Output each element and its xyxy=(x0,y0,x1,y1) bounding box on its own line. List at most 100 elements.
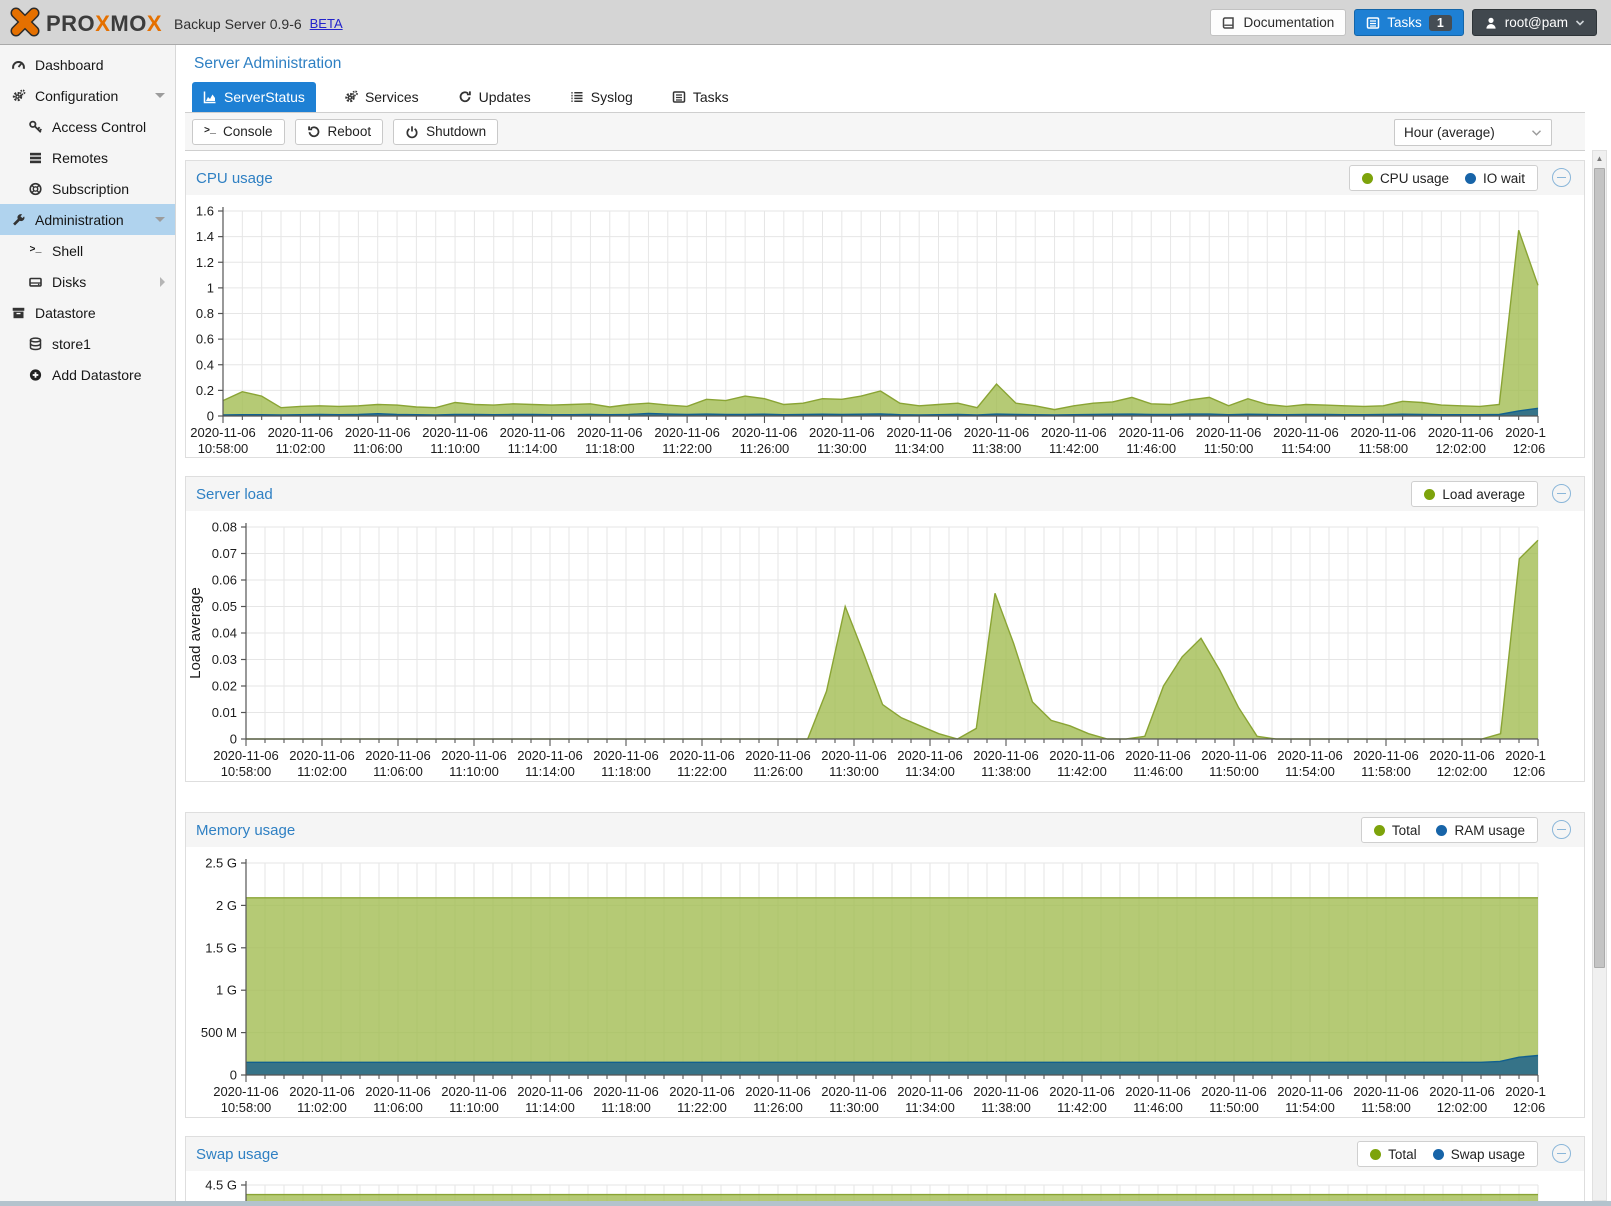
svg-text:2020-11-06: 2020-11-06 xyxy=(897,1084,963,1099)
area-chart-icon xyxy=(203,90,217,104)
svg-text:12:02:00: 12:02:00 xyxy=(1437,764,1488,779)
legend-dot-icon xyxy=(1465,173,1476,184)
svg-text:11:02:00: 11:02:00 xyxy=(297,764,347,779)
sidebar-item-access-control[interactable]: Access Control xyxy=(0,111,175,142)
expand-arrow-icon[interactable] xyxy=(155,93,165,98)
svg-text:2020-11-06: 2020-11-06 xyxy=(500,425,566,440)
proxmox-logo-icon xyxy=(10,7,40,40)
svg-text:11:30:00: 11:30:00 xyxy=(829,1100,879,1115)
reboot-button[interactable]: Reboot xyxy=(295,119,384,145)
tab-serverstatus[interactable]: ServerStatus xyxy=(192,82,316,112)
svg-text:2 G: 2 G xyxy=(216,898,237,913)
task-list-icon xyxy=(672,90,686,104)
svg-text:2020-11-06: 2020-11-06 xyxy=(593,1084,659,1099)
sidebar-item-remotes[interactable]: Remotes xyxy=(0,142,175,173)
svg-text:11:06:00: 11:06:00 xyxy=(353,441,403,456)
legend-label: Swap usage xyxy=(1451,1147,1525,1162)
tab-syslog[interactable]: Syslog xyxy=(559,82,644,112)
legend-item[interactable]: IO wait xyxy=(1465,171,1525,186)
svg-text:2020-11-06: 2020-11-06 xyxy=(213,748,279,763)
sidebar-item-disks[interactable]: Disks xyxy=(0,266,175,297)
life-ring-icon xyxy=(27,182,44,196)
svg-text:0.8: 0.8 xyxy=(196,306,214,321)
legend-item[interactable]: Total xyxy=(1370,1147,1417,1162)
svg-text:2020-11-06: 2020-11-06 xyxy=(821,748,887,763)
legend-item[interactable]: RAM usage xyxy=(1436,823,1525,838)
svg-text:11:58:00: 11:58:00 xyxy=(1361,764,1411,779)
sidebar-item-configuration[interactable]: Configuration xyxy=(0,80,175,111)
beta-link[interactable]: BETA xyxy=(310,16,343,31)
svg-text:11:34:00: 11:34:00 xyxy=(905,764,955,779)
archive-box-icon xyxy=(10,306,27,320)
svg-text:1.2: 1.2 xyxy=(196,255,214,270)
svg-text:12:06:00: 12:06:00 xyxy=(1513,1100,1546,1115)
legend-label: CPU usage xyxy=(1380,171,1449,186)
svg-text:11:58:00: 11:58:00 xyxy=(1361,1100,1411,1115)
svg-text:2020-11-06: 2020-11-06 xyxy=(1505,1084,1546,1099)
sidebar-item-administration[interactable]: Administration xyxy=(0,204,175,235)
cpu-usage-panel: CPU usage CPU usageIO wait 00.20.40.60.8… xyxy=(185,160,1585,458)
svg-text:2020-11-06: 2020-11-06 xyxy=(745,748,811,763)
sidebar-item-datastore[interactable]: Datastore xyxy=(0,297,175,328)
top-bar: PROXMOX Backup Server 0.9-6 BETA Documen… xyxy=(0,0,1611,45)
chart-legend: Total RAM usage xyxy=(1361,817,1538,843)
shutdown-button[interactable]: Shutdown xyxy=(393,119,498,145)
timeframe-select[interactable]: Hour (average) xyxy=(1394,119,1552,146)
svg-text:1 G: 1 G xyxy=(216,983,237,998)
svg-text:11:38:00: 11:38:00 xyxy=(981,1100,1031,1115)
scrollbar-thumb[interactable] xyxy=(1594,168,1605,968)
scroll-up-icon[interactable]: ▲ xyxy=(1593,151,1606,166)
user-menu-button[interactable]: root@pam xyxy=(1472,9,1597,36)
svg-text:2020-11-06: 2020-11-06 xyxy=(289,1084,355,1099)
svg-text:0.04: 0.04 xyxy=(212,626,237,641)
tasks-button[interactable]: Tasks 1 xyxy=(1354,9,1463,36)
sidebar-item-dashboard[interactable]: Dashboard xyxy=(0,49,175,80)
expand-right-icon[interactable] xyxy=(160,277,165,287)
sidebar-item-add-datastore[interactable]: Add Datastore xyxy=(0,359,175,390)
collapse-panel-icon[interactable] xyxy=(1552,1144,1571,1163)
tab-updates[interactable]: Updates xyxy=(447,82,542,112)
svg-text:2020-11-06: 2020-11-06 xyxy=(190,425,256,440)
svg-text:2020-11-06: 2020-11-06 xyxy=(577,425,643,440)
svg-text:2020-11-06: 2020-11-06 xyxy=(821,1084,887,1099)
documentation-button[interactable]: Documentation xyxy=(1210,9,1346,36)
svg-text:2020-11-06: 2020-11-06 xyxy=(1353,748,1419,763)
svg-text:11:18:00: 11:18:00 xyxy=(601,1100,651,1115)
svg-text:2020-11-06: 2020-11-06 xyxy=(365,1084,431,1099)
svg-text:11:14:00: 11:14:00 xyxy=(525,1100,575,1115)
svg-text:2020-11-06: 2020-11-06 xyxy=(1049,1084,1115,1099)
sidebar-item-shell[interactable]: >_ Shell xyxy=(0,235,175,266)
sidebar-item-store1[interactable]: store1 xyxy=(0,328,175,359)
collapse-panel-icon[interactable] xyxy=(1552,820,1571,839)
expand-arrow-icon[interactable] xyxy=(155,217,165,222)
page-title: Server Administration xyxy=(185,45,1585,82)
svg-text:11:46:00: 11:46:00 xyxy=(1133,764,1183,779)
collapse-panel-icon[interactable] xyxy=(1552,484,1571,503)
legend-item[interactable]: Swap usage xyxy=(1433,1147,1525,1162)
tab-services[interactable]: Services xyxy=(333,82,430,112)
plus-circle-icon xyxy=(27,368,44,382)
sidebar-item-subscription[interactable]: Subscription xyxy=(0,173,175,204)
legend-item[interactable]: Load average xyxy=(1424,487,1525,502)
svg-text:11:06:00: 11:06:00 xyxy=(373,764,423,779)
vertical-scrollbar[interactable]: ▲ xyxy=(1592,150,1607,1201)
legend-item[interactable]: Total xyxy=(1374,823,1421,838)
legend-dot-icon xyxy=(1370,1149,1381,1160)
panel-title: CPU usage xyxy=(196,170,273,187)
svg-text:0.07: 0.07 xyxy=(212,546,237,561)
svg-text:0.05: 0.05 xyxy=(212,599,237,614)
legend-item[interactable]: CPU usage xyxy=(1362,171,1449,186)
collapse-panel-icon[interactable] xyxy=(1552,168,1571,187)
dashboard-icon xyxy=(10,58,27,72)
svg-text:11:54:00: 11:54:00 xyxy=(1285,1100,1335,1115)
console-button[interactable]: >_ Console xyxy=(192,119,285,145)
svg-text:11:06:00: 11:06:00 xyxy=(373,1100,423,1115)
legend-dot-icon xyxy=(1374,825,1385,836)
tab-bar: ServerStatus Services Updates Syslog Tas… xyxy=(185,82,1585,113)
svg-text:1.4: 1.4 xyxy=(196,229,214,244)
power-icon xyxy=(405,125,419,139)
window-bottom-edge xyxy=(0,1201,1611,1206)
tab-tasks[interactable]: Tasks xyxy=(661,82,740,112)
svg-text:0: 0 xyxy=(230,1068,237,1083)
svg-text:2020-11-06: 2020-11-06 xyxy=(964,425,1030,440)
